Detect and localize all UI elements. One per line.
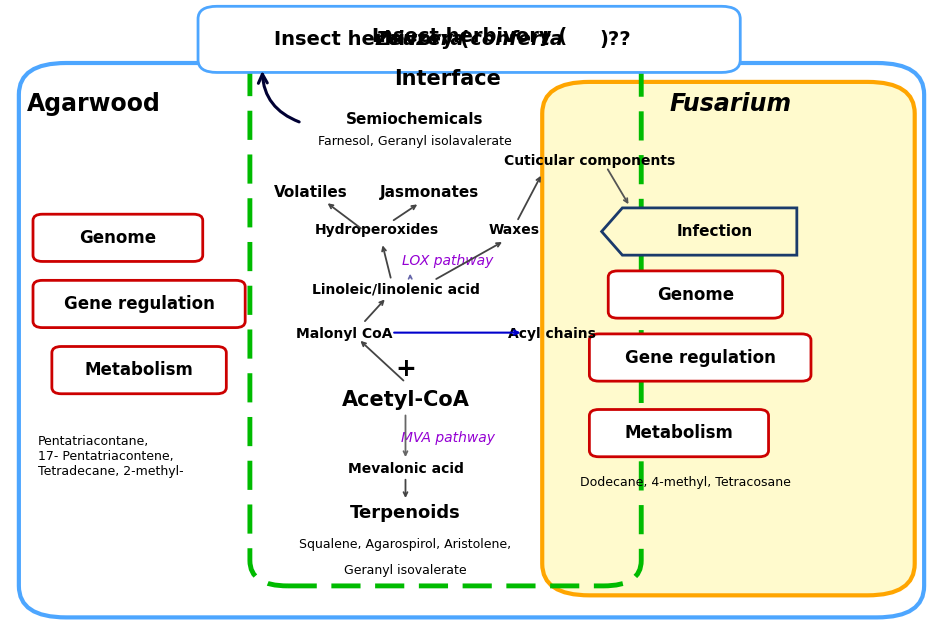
Text: Agarwood: Agarwood — [27, 92, 161, 116]
Text: Squalene, Agarospirol, Aristolene,: Squalene, Agarospirol, Aristolene, — [300, 539, 511, 551]
Text: Zeuzera conferta: Zeuzera conferta — [375, 30, 563, 49]
FancyBboxPatch shape — [52, 346, 226, 394]
Text: Insect herbivory (: Insect herbivory ( — [372, 26, 567, 46]
Text: MVA pathway: MVA pathway — [401, 431, 495, 445]
Text: Acetyl-CoA: Acetyl-CoA — [341, 390, 470, 410]
Text: Metabolism: Metabolism — [624, 424, 734, 442]
Text: Volatiles: Volatiles — [274, 185, 348, 200]
Text: Gene regulation: Gene regulation — [625, 348, 775, 367]
Text: Acyl chains: Acyl chains — [507, 327, 596, 341]
FancyBboxPatch shape — [33, 280, 245, 328]
Text: Dodecane, 4-methyl, Tetracosane: Dodecane, 4-methyl, Tetracosane — [580, 476, 791, 489]
Text: Insect herbivory (: Insect herbivory ( — [273, 30, 469, 49]
Text: +: + — [395, 357, 416, 381]
Text: Cuticular components: Cuticular components — [504, 154, 675, 168]
Polygon shape — [602, 208, 797, 255]
FancyBboxPatch shape — [33, 214, 203, 261]
Text: Malonyl CoA: Malonyl CoA — [296, 327, 392, 341]
Text: Terpenoids: Terpenoids — [350, 505, 461, 522]
Text: Gene regulation: Gene regulation — [64, 295, 214, 313]
Text: Hydroperoxides: Hydroperoxides — [315, 223, 439, 237]
Text: Fusarium: Fusarium — [670, 92, 792, 116]
Text: Linoleic/linolenic acid: Linoleic/linolenic acid — [312, 283, 480, 297]
Text: Semiochemicals: Semiochemicals — [346, 112, 484, 127]
Text: Genome: Genome — [657, 285, 734, 304]
Text: Metabolism: Metabolism — [85, 361, 193, 379]
Text: )??: )?? — [600, 30, 631, 49]
Text: Farnesol, Geranyl isolavalerate: Farnesol, Geranyl isolavalerate — [318, 135, 512, 148]
Text: Waxes: Waxes — [488, 223, 539, 237]
FancyBboxPatch shape — [19, 63, 924, 617]
Text: Interface: Interface — [394, 69, 502, 89]
Text: Geranyl isovalerate: Geranyl isovalerate — [344, 564, 467, 576]
Text: Mevalonic acid: Mevalonic acid — [348, 462, 463, 476]
Text: Infection: Infection — [676, 224, 753, 239]
FancyBboxPatch shape — [608, 271, 783, 318]
Text: Genome: Genome — [79, 229, 157, 247]
FancyBboxPatch shape — [589, 334, 811, 381]
Text: LOX pathway: LOX pathway — [403, 255, 493, 268]
FancyBboxPatch shape — [542, 82, 915, 595]
Text: Pentatriacontane,
17- Pentatriacontene,
Tetradecane, 2-methyl-: Pentatriacontane, 17- Pentatriacontene, … — [38, 435, 183, 478]
Text: Jasmonates: Jasmonates — [379, 185, 479, 200]
FancyBboxPatch shape — [589, 410, 769, 457]
FancyBboxPatch shape — [198, 6, 740, 72]
